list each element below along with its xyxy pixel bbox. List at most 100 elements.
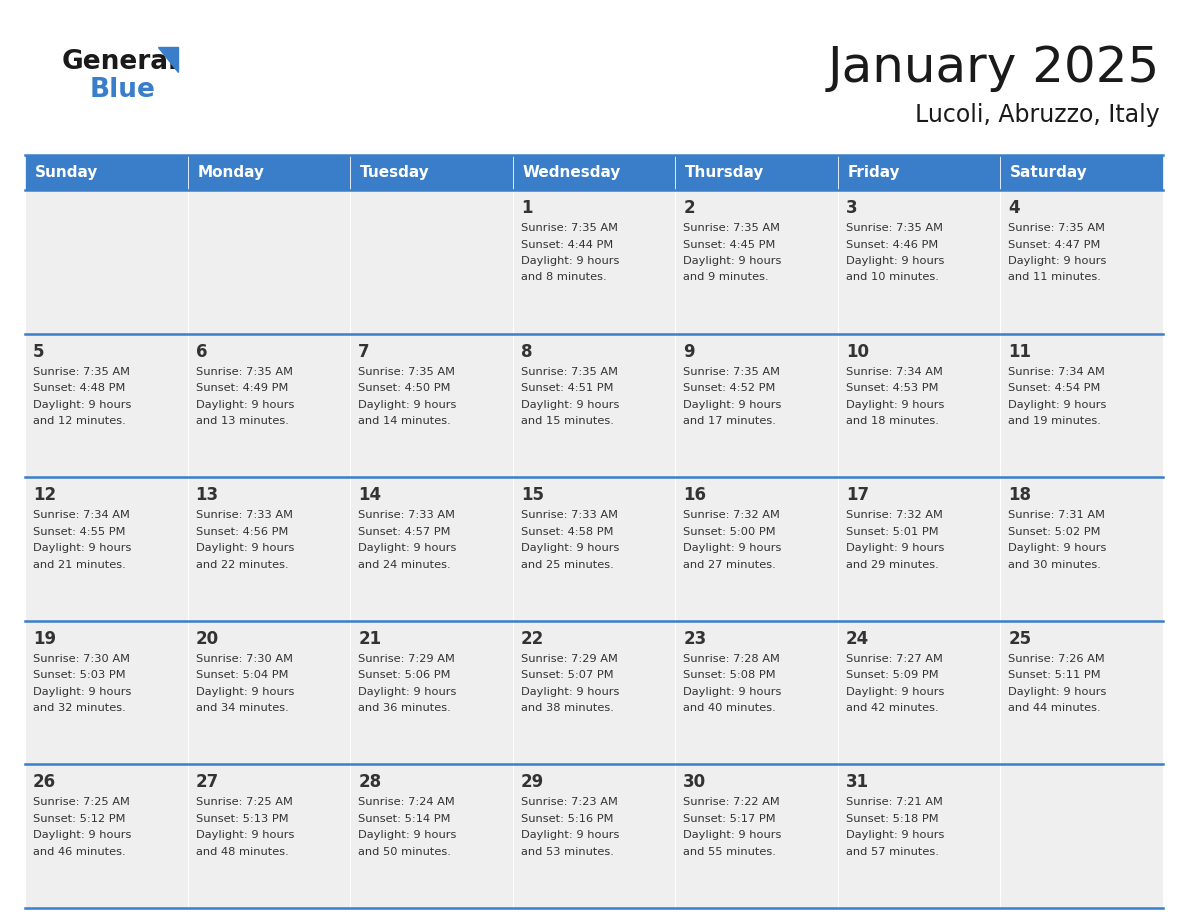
Bar <box>838 477 1000 621</box>
Text: Sunrise: 7:35 AM: Sunrise: 7:35 AM <box>1009 223 1105 233</box>
Bar <box>350 333 513 477</box>
Bar <box>188 765 350 908</box>
Bar <box>675 765 838 908</box>
Text: Daylight: 9 hours: Daylight: 9 hours <box>33 831 132 840</box>
Text: 23: 23 <box>683 630 707 648</box>
Text: Daylight: 9 hours: Daylight: 9 hours <box>196 687 293 697</box>
Text: and 42 minutes.: and 42 minutes. <box>846 703 939 713</box>
Text: Sunset: 4:57 PM: Sunset: 4:57 PM <box>358 527 450 537</box>
Text: Monday: Monday <box>197 165 264 180</box>
Text: Daylight: 9 hours: Daylight: 9 hours <box>846 831 944 840</box>
Text: Daylight: 9 hours: Daylight: 9 hours <box>846 687 944 697</box>
Text: Sunrise: 7:22 AM: Sunrise: 7:22 AM <box>683 798 781 808</box>
Bar <box>25 333 188 477</box>
Text: and 40 minutes.: and 40 minutes. <box>683 703 776 713</box>
Bar <box>350 190 513 333</box>
Text: 13: 13 <box>196 487 219 504</box>
Text: Sunrise: 7:31 AM: Sunrise: 7:31 AM <box>1009 510 1105 521</box>
Bar <box>25 765 188 908</box>
Bar <box>25 190 188 333</box>
Text: Daylight: 9 hours: Daylight: 9 hours <box>520 543 619 554</box>
Text: Sunrise: 7:35 AM: Sunrise: 7:35 AM <box>683 366 781 376</box>
Text: 30: 30 <box>683 773 707 791</box>
Text: and 32 minutes.: and 32 minutes. <box>33 703 126 713</box>
Text: Sunset: 4:48 PM: Sunset: 4:48 PM <box>33 383 126 393</box>
Text: 29: 29 <box>520 773 544 791</box>
Text: 24: 24 <box>846 630 870 648</box>
Text: 31: 31 <box>846 773 868 791</box>
Text: and 17 minutes.: and 17 minutes. <box>683 416 776 426</box>
Text: 26: 26 <box>33 773 56 791</box>
Bar <box>188 155 350 190</box>
Text: Sunset: 5:18 PM: Sunset: 5:18 PM <box>846 814 939 823</box>
Text: Friday: Friday <box>847 165 901 180</box>
Text: and 29 minutes.: and 29 minutes. <box>846 560 939 570</box>
Text: Daylight: 9 hours: Daylight: 9 hours <box>520 256 619 266</box>
Text: Sunset: 5:03 PM: Sunset: 5:03 PM <box>33 670 126 680</box>
Text: Daylight: 9 hours: Daylight: 9 hours <box>1009 687 1107 697</box>
Text: Wednesday: Wednesday <box>523 165 621 180</box>
Text: Sunset: 5:16 PM: Sunset: 5:16 PM <box>520 814 613 823</box>
Bar <box>838 621 1000 765</box>
Text: and 22 minutes.: and 22 minutes. <box>196 560 289 570</box>
Bar <box>838 155 1000 190</box>
Text: Sunrise: 7:34 AM: Sunrise: 7:34 AM <box>846 366 943 376</box>
Text: 4: 4 <box>1009 199 1020 217</box>
Bar <box>513 190 675 333</box>
Text: Daylight: 9 hours: Daylight: 9 hours <box>33 687 132 697</box>
Text: and 53 minutes.: and 53 minutes. <box>520 847 613 856</box>
Bar <box>188 621 350 765</box>
Text: Sunset: 4:51 PM: Sunset: 4:51 PM <box>520 383 613 393</box>
Text: Thursday: Thursday <box>685 165 764 180</box>
Text: and 48 minutes.: and 48 minutes. <box>196 847 289 856</box>
Text: Sunday: Sunday <box>34 165 99 180</box>
Bar <box>188 477 350 621</box>
Text: Daylight: 9 hours: Daylight: 9 hours <box>358 399 456 409</box>
Text: Sunset: 5:12 PM: Sunset: 5:12 PM <box>33 814 126 823</box>
Text: Sunrise: 7:23 AM: Sunrise: 7:23 AM <box>520 798 618 808</box>
Text: Sunrise: 7:35 AM: Sunrise: 7:35 AM <box>358 366 455 376</box>
Text: 20: 20 <box>196 630 219 648</box>
Text: and 30 minutes.: and 30 minutes. <box>1009 560 1101 570</box>
Bar <box>675 155 838 190</box>
Text: Daylight: 9 hours: Daylight: 9 hours <box>1009 399 1107 409</box>
Text: 28: 28 <box>358 773 381 791</box>
Text: and 9 minutes.: and 9 minutes. <box>683 273 769 283</box>
Bar <box>513 765 675 908</box>
Text: 16: 16 <box>683 487 707 504</box>
Text: and 19 minutes.: and 19 minutes. <box>1009 416 1101 426</box>
Text: 3: 3 <box>846 199 858 217</box>
Text: Daylight: 9 hours: Daylight: 9 hours <box>520 831 619 840</box>
Bar <box>350 155 513 190</box>
Bar <box>675 477 838 621</box>
Bar <box>838 333 1000 477</box>
Text: Sunset: 5:07 PM: Sunset: 5:07 PM <box>520 670 613 680</box>
Text: Daylight: 9 hours: Daylight: 9 hours <box>196 831 293 840</box>
Text: and 50 minutes.: and 50 minutes. <box>358 847 451 856</box>
Text: Sunset: 4:47 PM: Sunset: 4:47 PM <box>1009 240 1101 250</box>
Text: 8: 8 <box>520 342 532 361</box>
Bar <box>1000 333 1163 477</box>
Text: Sunrise: 7:28 AM: Sunrise: 7:28 AM <box>683 654 781 664</box>
Text: Daylight: 9 hours: Daylight: 9 hours <box>846 256 944 266</box>
Text: 19: 19 <box>33 630 56 648</box>
Bar <box>1000 765 1163 908</box>
Text: Daylight: 9 hours: Daylight: 9 hours <box>33 543 132 554</box>
Text: Sunrise: 7:26 AM: Sunrise: 7:26 AM <box>1009 654 1105 664</box>
Bar <box>350 621 513 765</box>
Text: and 14 minutes.: and 14 minutes. <box>358 416 451 426</box>
Text: Sunrise: 7:35 AM: Sunrise: 7:35 AM <box>846 223 943 233</box>
Text: Daylight: 9 hours: Daylight: 9 hours <box>683 399 782 409</box>
Bar <box>1000 621 1163 765</box>
Text: and 44 minutes.: and 44 minutes. <box>1009 703 1101 713</box>
Text: Sunrise: 7:27 AM: Sunrise: 7:27 AM <box>846 654 943 664</box>
Bar <box>350 765 513 908</box>
Text: 14: 14 <box>358 487 381 504</box>
Text: Daylight: 9 hours: Daylight: 9 hours <box>520 687 619 697</box>
Text: and 36 minutes.: and 36 minutes. <box>358 703 451 713</box>
Text: Sunrise: 7:34 AM: Sunrise: 7:34 AM <box>1009 366 1105 376</box>
Text: Daylight: 9 hours: Daylight: 9 hours <box>683 256 782 266</box>
Text: and 46 minutes.: and 46 minutes. <box>33 847 126 856</box>
Text: Daylight: 9 hours: Daylight: 9 hours <box>683 543 782 554</box>
Text: Tuesday: Tuesday <box>360 165 430 180</box>
